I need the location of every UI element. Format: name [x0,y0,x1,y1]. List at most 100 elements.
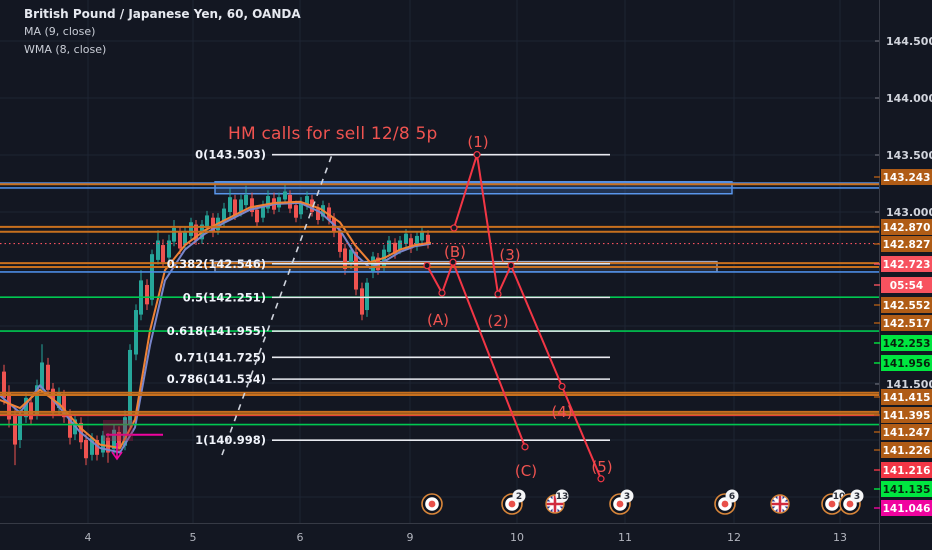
candle [156,230,160,265]
badge-rect [881,315,932,331]
candle-body [128,349,132,426]
wave-vertex [423,261,431,270]
candle-body [283,191,287,200]
candle-body [167,240,171,258]
badge-rect [881,297,932,313]
badge-text: 141.046 [883,503,931,515]
candle-body [360,288,364,315]
candle-body [145,284,149,305]
icon-ring [545,494,565,514]
time-label: 6 [297,531,304,544]
price-tick-label: 143.500 [886,149,932,162]
flag-cross-red [771,495,789,513]
candle-body [426,234,430,244]
candle-body [150,254,154,300]
event-count-badge [555,489,569,503]
highlight-marker-box[interactable] [103,420,133,441]
event-count: 13 [556,492,569,502]
event-dot-icon[interactable]: 3 [839,489,864,515]
candle [40,344,44,394]
elliott-correction-wave[interactable]: (A) (B) (C) [423,243,537,480]
candle-body [261,205,265,218]
event-count: 2 [516,492,522,502]
fib-level-label: 0.786(141.534) [167,372,266,386]
event-dot-icon[interactable]: 3 [609,489,634,515]
badge-text: 143.243 [883,172,931,184]
time-label: 13 [833,531,847,544]
event-dot-icon[interactable]: 6 [714,489,739,515]
elliott-impulse-wave[interactable]: (1) (2) (3) (4) (5) [450,133,613,483]
flag-cross-red [546,495,564,513]
badge-rect [881,424,932,440]
icon-center-dot [721,500,729,508]
candle-body [178,232,182,249]
wave-label: (1) [467,133,488,151]
candle-body [189,222,193,236]
candle [145,279,149,311]
candle-body [205,215,209,228]
fib-level-label: 0.382(142.546) [167,257,266,271]
dashed-trendline[interactable] [221,151,334,456]
candle-body [18,414,22,440]
candle [24,392,28,423]
badge-rect [881,407,932,423]
candle [415,231,419,251]
event-count-badge [850,489,864,503]
fib-level-label: 0.71(141.725) [175,350,266,364]
down-arrow-marker[interactable] [111,443,123,461]
event-count: 6 [729,492,735,502]
wave-vertex [473,151,481,159]
price-badge: 141.226 [874,442,932,458]
candle-body [183,232,187,246]
candle [426,230,430,249]
badge-rect [881,256,932,272]
candle-body [255,209,259,223]
candle-body [250,198,254,212]
badge-text: 142.723 [883,259,931,271]
candle-body [338,230,342,252]
wave-label: (3) [499,246,520,264]
price-badge: 141.247 [874,424,932,440]
candle [128,344,132,430]
price-badge: 141.135 [874,481,932,497]
badge-rect [881,481,932,497]
event-dot-icon[interactable]: 10 [821,489,846,515]
candle-body [62,395,66,418]
candle-body [316,208,320,220]
badge-text: 142.253 [883,338,931,350]
candle [84,434,88,466]
price-badge: 142.723 [874,256,932,272]
ma-line[interactable] [0,200,431,449]
event-count-badge [725,489,739,503]
wave-vertex [558,382,566,391]
badge-rect [881,442,932,458]
badge-text: 142.870 [883,222,931,234]
price-badge: 142.552 [874,297,932,313]
badge-rect [881,462,932,478]
candle-body [161,245,165,263]
wave-label: (B) [444,243,466,261]
candle-body [387,240,391,252]
fib-retracement[interactable]: 0(143.503) 0.382(142.546) 0.5(142.251) 0.61… [167,148,610,448]
candle [244,185,248,210]
badge-text: 141.395 [883,410,931,422]
candle-body [294,205,298,218]
sell-call-annotation[interactable]: HM calls for sell 12/8 5p [228,124,438,144]
badge-rect [881,169,932,185]
badge-rect [881,277,932,293]
candle-body [398,240,402,250]
candle-body [266,196,270,209]
candle-body [57,392,61,409]
wave-vertex [494,290,502,298]
price-tick-label: 143.000 [886,206,932,219]
wave-vertex [507,261,515,270]
event-dot-icon[interactable] [421,493,443,515]
uk-flag-event-icon[interactable] [770,494,790,514]
event-dot-icon[interactable]: 2 [501,489,526,515]
candle [172,219,176,247]
uk-flag-event-icon[interactable]: 13 [545,489,569,514]
price-tick-label: 141.500 [886,378,932,391]
